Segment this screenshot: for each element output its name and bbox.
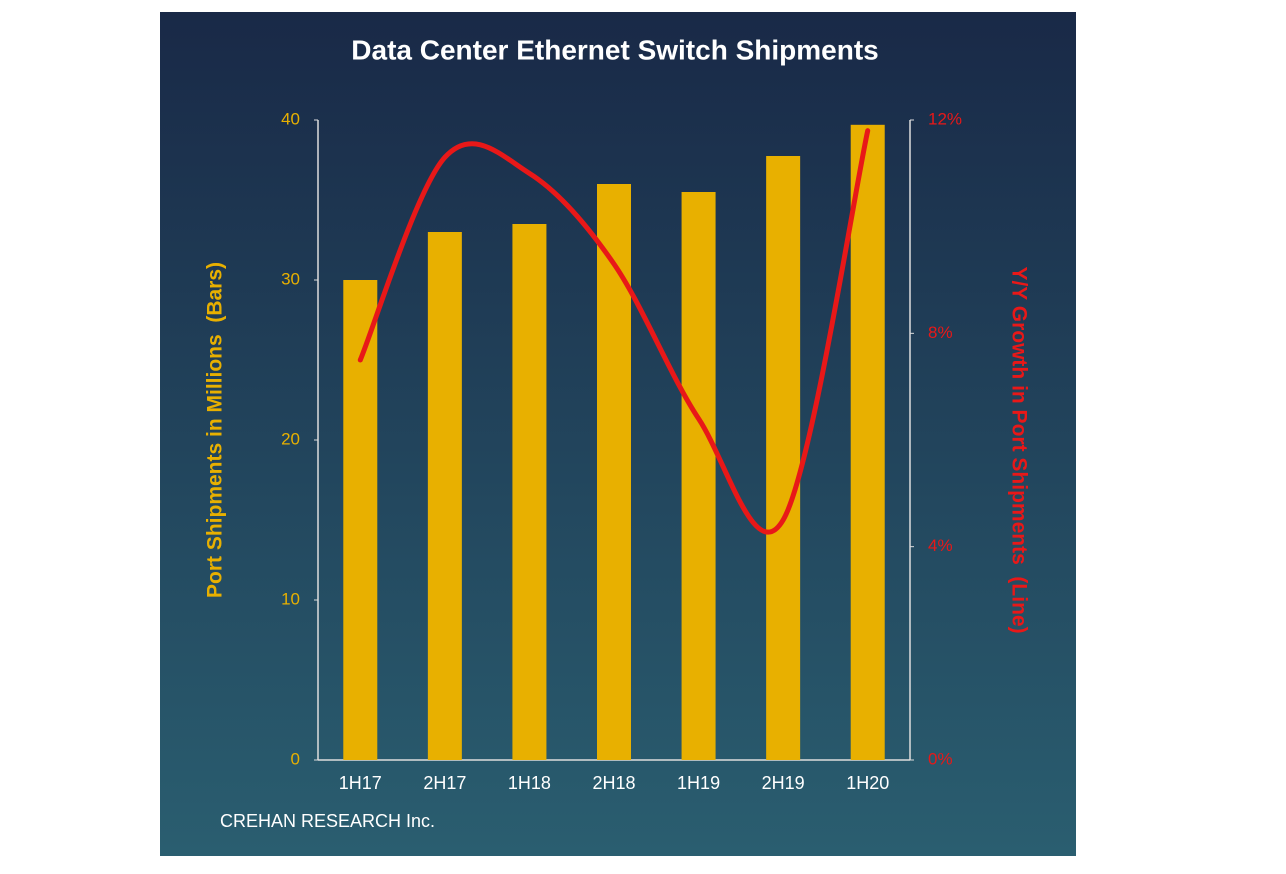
x-tick-label: 2H17 bbox=[423, 773, 466, 793]
bar bbox=[512, 224, 547, 760]
x-tick-label: 2H19 bbox=[762, 773, 805, 793]
y2-tick-label: 4% bbox=[928, 536, 953, 555]
y-tick-label: 10 bbox=[281, 589, 300, 608]
line bbox=[357, 128, 871, 535]
source-note: CREHAN RESEARCH Inc. bbox=[220, 811, 435, 831]
y2-tick-label: 0% bbox=[928, 749, 953, 768]
bar bbox=[850, 124, 885, 761]
y2-tick-label: 12% bbox=[928, 109, 962, 128]
y2-axis-label: Y/Y Growth in Port Shipments (Line) bbox=[1007, 266, 1030, 633]
x-tick-label: 1H20 bbox=[846, 773, 889, 793]
y-tick-label: 40 bbox=[281, 109, 300, 128]
bar bbox=[427, 232, 462, 760]
y-tick-label: 30 bbox=[281, 269, 300, 288]
x-tick-label: 1H19 bbox=[677, 773, 720, 793]
x-tick-label: 2H18 bbox=[592, 773, 635, 793]
chart-title: Data Center Ethernet Switch Shipments bbox=[351, 34, 878, 65]
bar bbox=[343, 280, 378, 760]
bar bbox=[766, 156, 801, 760]
y-tick-label: 20 bbox=[281, 429, 300, 448]
x-tick-label: 1H18 bbox=[508, 773, 551, 793]
bar bbox=[597, 184, 631, 760]
y-tick-label: 0 bbox=[291, 749, 300, 768]
x-tick-label: 1H17 bbox=[339, 773, 382, 793]
y-axis-label: Port Shipments in Millions (Bars) bbox=[204, 262, 227, 598]
bar bbox=[681, 192, 716, 760]
y2-tick-label: 8% bbox=[928, 323, 953, 342]
